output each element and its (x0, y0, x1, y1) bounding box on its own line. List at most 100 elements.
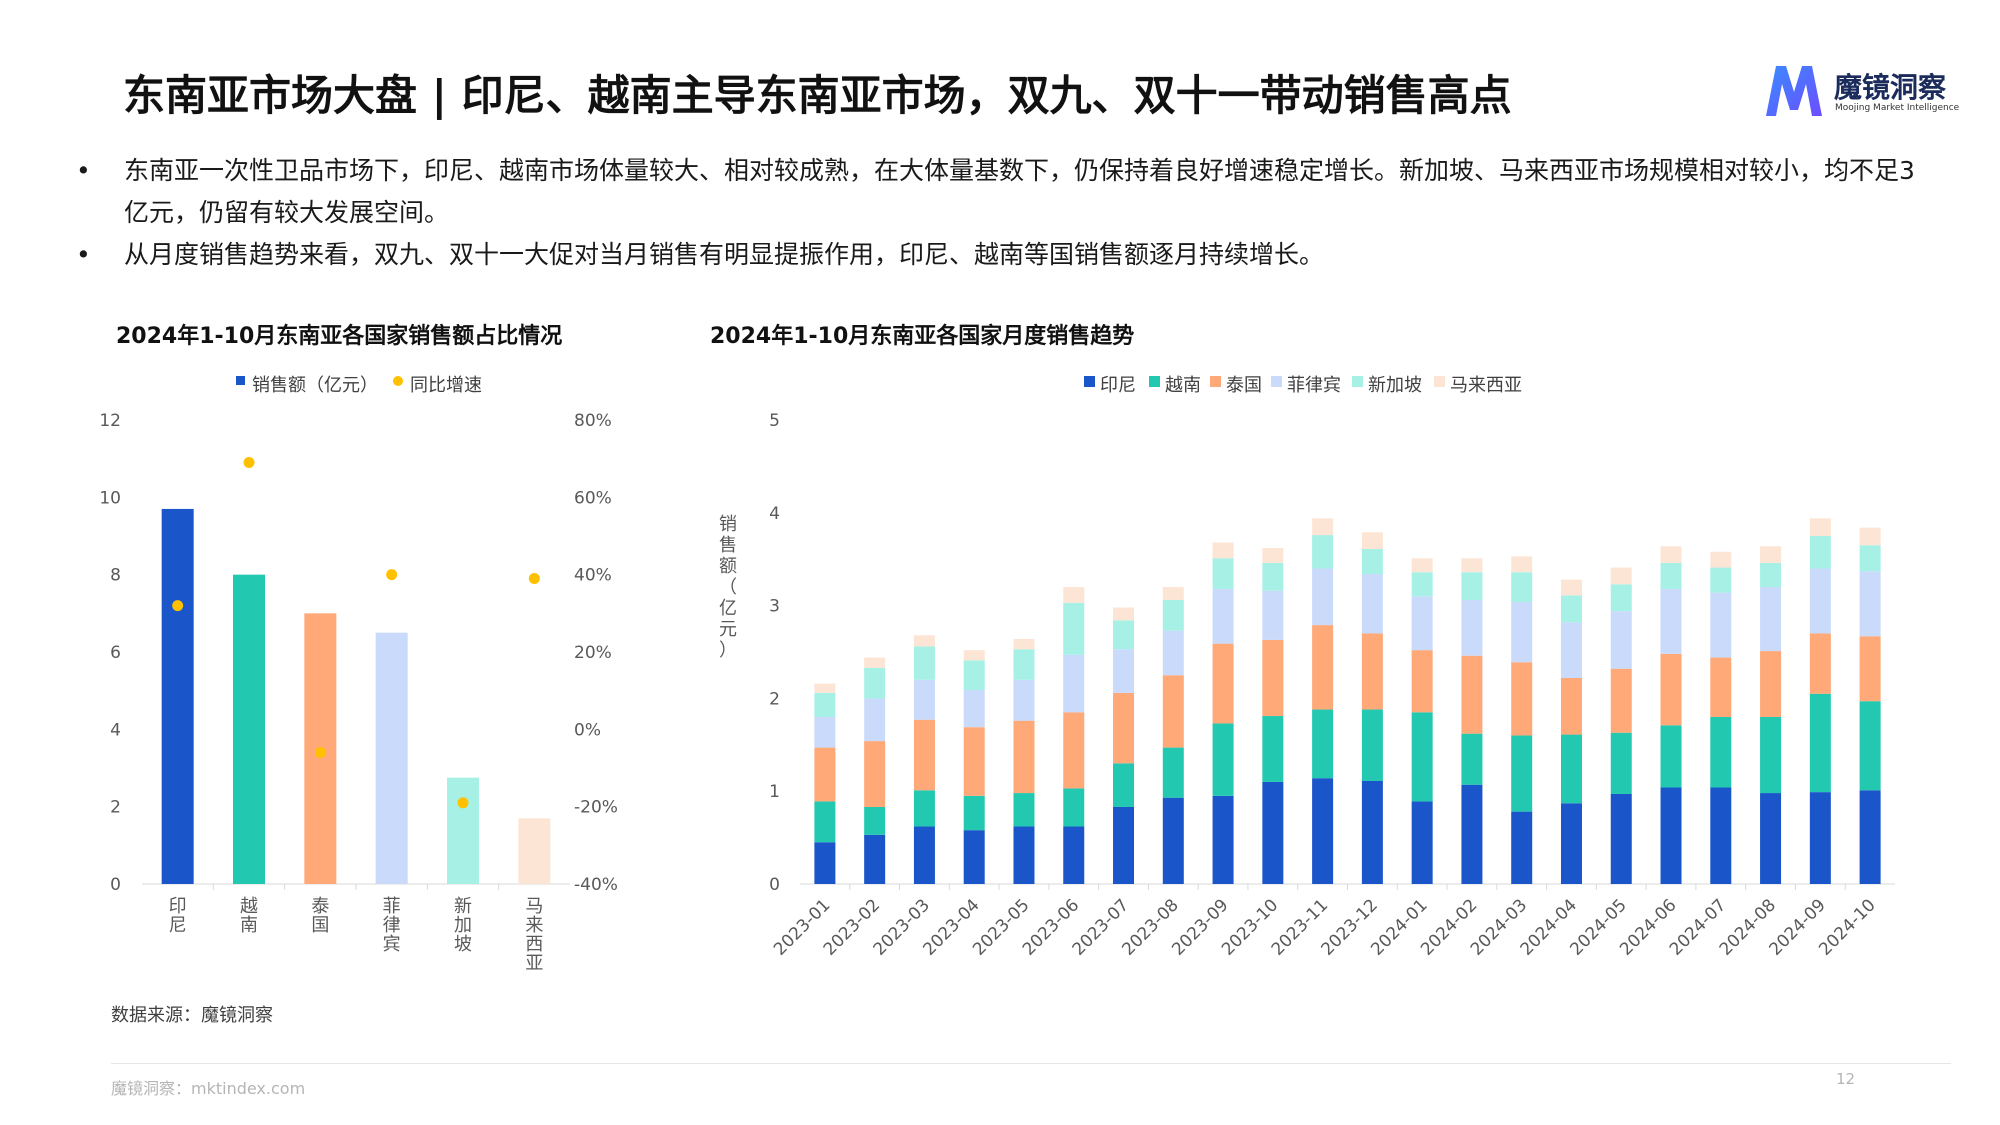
bar-新加坡-2024-02 (1461, 572, 1483, 601)
bar-泰国-2024-05 (1610, 668, 1632, 733)
bar-越南-2023-10 (1262, 716, 1284, 782)
bar-泰国-2024-04 (1560, 677, 1582, 735)
bar-菲律宾-2023-09 (1212, 588, 1234, 644)
y-axis-label: 销售额（亿元） (719, 514, 737, 661)
bar-新加坡-2023-08 (1162, 600, 1184, 631)
x-tick-label-泰国: 泰国 (311, 896, 329, 936)
bar-新加坡-2024-07 (1710, 567, 1732, 593)
bar-菲律宾-2023-01 (814, 716, 836, 748)
bar-泰国-2023-12 (1361, 633, 1383, 710)
bar-菲律宾-2023-10 (1262, 590, 1284, 640)
y-tick-label: 0 (769, 875, 780, 895)
y-tick-label: 2 (769, 689, 780, 709)
growth-point-泰国 (314, 747, 326, 759)
bar-泰国-2024-08 (1760, 651, 1782, 717)
bar-菲律宾-2024-02 (1461, 600, 1483, 656)
bar-菲律宾-2024-08 (1760, 587, 1782, 652)
bar-泰国-2023-04 (963, 727, 985, 796)
y-tick-label: 1 (769, 782, 780, 802)
bar-新加坡-2023-12 (1361, 548, 1383, 575)
bar-越南-2023-02 (864, 806, 886, 835)
bar-泰国-2023-09 (1212, 643, 1234, 724)
bar-印尼-2024-05 (1610, 793, 1632, 884)
bullet-dot: • (76, 156, 91, 185)
bar-印尼-2023-02 (864, 834, 886, 884)
legend-label-越南: 越南 (1165, 375, 1201, 396)
bar-马来西亚-2023-05 (1013, 639, 1035, 650)
bar-泰国-2023-01 (814, 747, 836, 802)
bar-马来西亚-2024-02 (1461, 558, 1483, 573)
bar-菲律宾-2024-03 (1511, 601, 1533, 663)
bar-越南-2024-07 (1710, 716, 1732, 788)
y-tick-label: 4 (769, 504, 780, 524)
bar-新加坡-2023-04 (963, 660, 985, 691)
growth-point-印尼 (172, 600, 184, 612)
bar-印尼-2023-03 (913, 826, 935, 884)
bar-泰国-2024-01 (1411, 650, 1433, 713)
bar-印尼-2024-03 (1511, 811, 1533, 884)
bar-泰国-2024-03 (1511, 662, 1533, 736)
brand-logo: 魔镜洞察 Moojing Market Intelligence (1762, 60, 1962, 122)
legend-swatch-泰国 (1210, 376, 1221, 387)
bar-马来西亚-2023-12 (1361, 532, 1383, 549)
bar-印尼-2023-05 (1013, 826, 1035, 884)
bar-新加坡-2024-10 (1859, 545, 1881, 572)
bar-菲律宾-2023-11 (1312, 568, 1334, 626)
footer-divider (111, 1063, 1951, 1064)
y-tick-label: 5 (769, 411, 780, 431)
footer-website: 魔镜洞察：mktindex.com (111, 1079, 306, 1098)
bar-印尼-2024-04 (1560, 803, 1582, 884)
bar-马来西亚-2023-02 (864, 657, 886, 668)
bar-泰国-2024-10 (1859, 636, 1881, 702)
bar-新加坡-2023-10 (1262, 562, 1284, 591)
bar-马来西亚 (518, 818, 551, 884)
chart1-title: 2024年1-10月东南亚各国家销售额占比情况 (116, 324, 563, 349)
y-right-tick-label: -40% (574, 875, 618, 895)
bar-新加坡-2023-01 (814, 692, 836, 717)
bar-越南-2023-08 (1162, 747, 1184, 798)
bar-菲律宾-2023-07 (1113, 649, 1135, 693)
bar-越南-2024-04 (1560, 734, 1582, 804)
y-right-tick-label: 80% (574, 411, 612, 431)
legend-label-马来西亚: 马来西亚 (1450, 375, 1522, 396)
legend-label-新加坡: 新加坡 (1368, 375, 1422, 396)
page-title: 东南亚市场大盘 | 印尼、越南主导东南亚市场，双九、双十一带动销售高点 (123, 71, 1512, 120)
m-logo-icon (1766, 66, 1822, 116)
bar-新加坡-2023-06 (1063, 602, 1085, 655)
bar-泰国-2024-06 (1660, 653, 1682, 726)
page-number: 12 (1836, 1070, 1856, 1088)
y-tick-label: 3 (769, 597, 780, 617)
bar-马来西亚-2023-07 (1113, 607, 1135, 621)
y-right-tick-label: 20% (574, 643, 612, 663)
y-right-tick-label: 0% (574, 720, 601, 740)
bar-菲律宾-2023-04 (963, 690, 985, 728)
growth-point-新加坡 (457, 797, 469, 809)
y-right-tick-label: 60% (574, 488, 612, 508)
x-tick-label-菲律宾: 菲律宾 (383, 896, 401, 955)
bar-马来西亚-2023-03 (913, 635, 935, 647)
bar-越南-2024-08 (1760, 716, 1782, 794)
bar-印尼-2024-08 (1760, 793, 1782, 884)
bar-越南-2023-07 (1113, 763, 1135, 807)
legend-swatch-越南 (1149, 376, 1160, 387)
bar-新加坡-2024-05 (1610, 584, 1632, 612)
bar-泰国-2024-07 (1710, 657, 1732, 717)
bullet-dot: • (76, 240, 91, 269)
bar-新加坡-2023-07 (1113, 620, 1135, 650)
bar-新加坡 (447, 777, 479, 884)
bar-菲律宾-2024-05 (1610, 611, 1632, 669)
bar-印尼-2023-09 (1212, 795, 1234, 884)
legend-label-sales: 销售额（亿元） (252, 375, 378, 396)
bar-越南 (233, 574, 265, 884)
legend-swatch-growth (393, 376, 403, 386)
growth-point-越南 (243, 457, 255, 469)
bar-菲律宾-2023-03 (913, 679, 935, 720)
growth-point-菲律宾 (386, 569, 398, 581)
bar-印尼-2023-04 (963, 830, 985, 884)
bar-马来西亚-2024-09 (1809, 518, 1831, 536)
legend-swatch-印尼 (1084, 376, 1095, 387)
bar-印尼-2024-02 (1461, 784, 1483, 884)
x-tick-label-马来西亚: 马来西亚 (525, 896, 543, 974)
bar-越南-2023-03 (913, 790, 935, 827)
